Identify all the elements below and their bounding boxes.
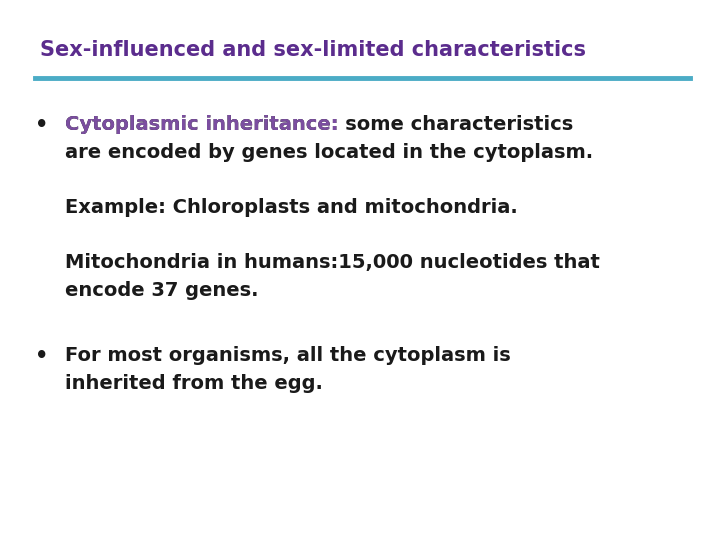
Text: Sex-influenced and sex-limited characteristics: Sex-influenced and sex-limited character… [40, 40, 586, 60]
Text: encode 37 genes.: encode 37 genes. [65, 281, 258, 300]
Text: are encoded by genes located in the cytoplasm.: are encoded by genes located in the cyto… [65, 143, 593, 162]
Text: •: • [35, 346, 48, 366]
Text: inherited from the egg.: inherited from the egg. [65, 374, 323, 393]
Text: •: • [35, 115, 48, 135]
Text: Mitochondria in humans:15,000 nucleotides that: Mitochondria in humans:15,000 nucleotide… [65, 253, 600, 272]
Text: For most organisms, all the cytoplasm is: For most organisms, all the cytoplasm is [65, 346, 510, 365]
Text: Example: Chloroplasts and mitochondria.: Example: Chloroplasts and mitochondria. [65, 198, 518, 217]
Text: Cytoplasmic inheritance:: Cytoplasmic inheritance: [65, 115, 338, 134]
Text: Cytoplasmic inheritance: some characteristics: Cytoplasmic inheritance: some characteri… [65, 115, 573, 134]
